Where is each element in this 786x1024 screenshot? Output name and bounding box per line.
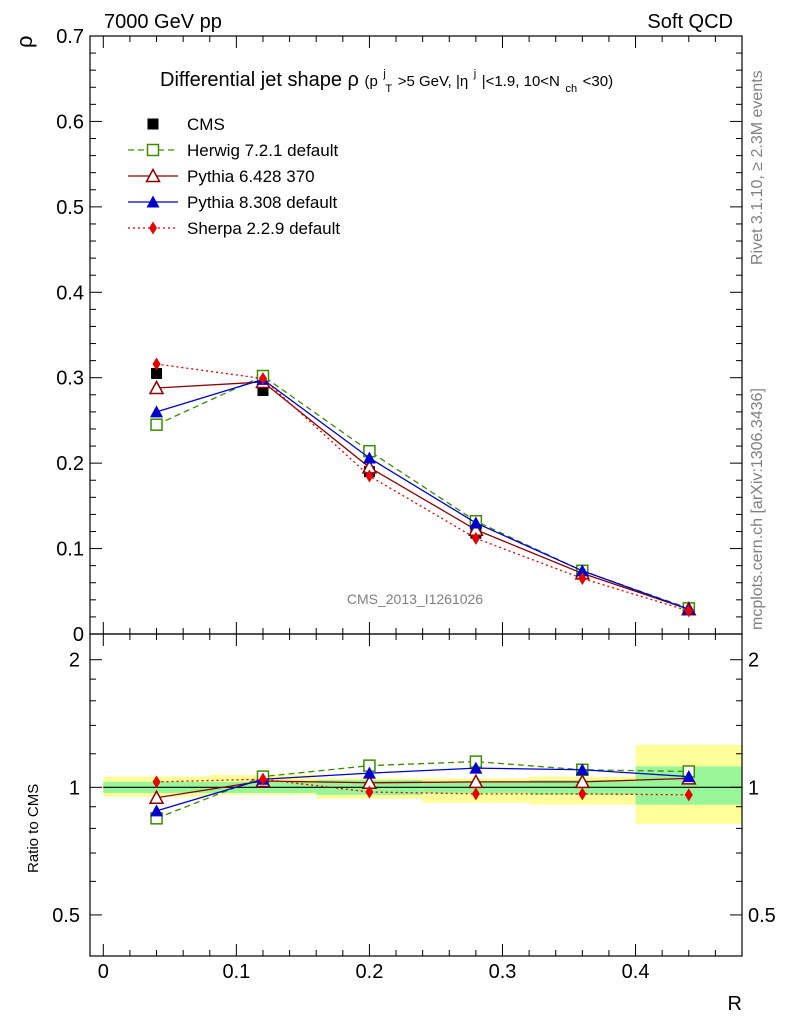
chart-title: Differential jet shape ρ (p j T >5 GeV, … [160,60,613,97]
ratio-series-point-2-2 [362,766,376,779]
top-series-point-3-2 [362,451,376,464]
ratio-series-point-2-3 [469,761,483,774]
top-series-point-4-2 [365,469,374,483]
top-series-point-0-1 [257,385,269,397]
top-ytick-label: 0.7 [56,26,84,48]
top-series-point-3-4 [575,564,589,577]
ratio-xtick-label: 0.3 [489,961,517,983]
ratio-xtick-label: 0 [98,961,109,983]
ratio-xtick-label: 0.2 [356,961,384,983]
top-series-point-4-0 [152,357,161,371]
top-series-line-2 [156,381,689,610]
legend-marker-2 [145,167,161,183]
ratio-series-point-2-0 [150,804,164,817]
y-axis-label-ratio: Ratio to CMS [25,784,42,873]
top-series-point-4-4 [578,571,587,585]
ratio-series-point-3-1 [258,772,267,786]
legend-marker-1 [146,143,160,157]
ratio-series-point-2-5 [682,770,696,783]
title-close: <30) [583,73,613,90]
header-right: Soft QCD [647,11,733,33]
top-series-line-3 [156,378,689,610]
ratio-series-line-3 [156,778,689,796]
top-ytick-label: 0.4 [56,282,84,304]
title-sup-j: j [382,68,385,80]
legend-label-2: Pythia 6.428 370 [187,167,315,186]
ratio-series [148,755,697,825]
top-series-point-4-1 [258,372,267,386]
ratio-ytick-label-right: 1 [748,777,759,799]
axis-ticks: 0 0.1 0.2 0.3 0.4 0.5 0.6 0.7 0 0.1 0.2 0.3 0.4 0.5 0.… [52,26,776,983]
top-series-line-4 [156,363,689,612]
rivet-annotation: Rivet 3.1.10, ≥ 2.3M events [749,70,766,265]
title-open: (p [364,73,377,90]
legend-label-3: Pythia 8.308 default [187,193,338,212]
title-eta-cut: |<1.9, 10<N [482,73,560,90]
ratio-ytick-label: 1 [69,777,80,799]
ratio-series-point-3-0 [152,775,161,789]
top-series-point-3-0 [150,405,164,418]
title-main: Differential jet shape [160,69,342,91]
title-pt-cut: >5 GeV, |η [398,73,468,90]
ratio-series-point-3-2 [365,785,374,799]
top-series-point-2-0 [148,379,165,395]
legend-label-1: Herwig 7.2.1 default [187,141,338,160]
legend-marker-4 [149,221,157,235]
ratio-ytick-label-right: 2 [748,650,759,672]
panel-frames [89,35,743,957]
legend-marker-3 [146,195,160,208]
legend: CMS Herwig 7.2.1 default Pythia 6.428 370 P… [128,115,340,238]
title-sub-ch: ch [565,83,577,95]
top-ytick-label: 0.5 [56,197,84,219]
ratio-uncertainty-bands [103,744,742,824]
x-axis-label: R [728,993,742,1015]
title-sub-T: T [385,83,392,95]
ratio-series-point-3-3 [471,787,480,801]
top-ytick-label: 0.1 [56,539,84,561]
top-series-point-0-0 [151,367,163,379]
top-ytick-label: 0.6 [56,111,84,133]
y-axis-label-top: ρ [12,35,37,48]
ratio-series-line-1 [156,777,689,799]
top-series-line-1 [156,375,689,609]
top-series-point-3-3 [469,516,483,529]
ratio-xtick-label: 0.4 [622,961,650,983]
top-series-point-4-3 [471,531,480,545]
ratio-xtick-label: 0.1 [222,961,250,983]
top-ytick-label: 0.3 [56,368,84,390]
ratio-series-point-1-0 [148,789,165,804]
top-series-point-1-0 [150,418,163,431]
legend-label-4: Sherpa 2.2.9 default [187,219,340,238]
ratio-series-point-3-5 [684,788,693,802]
ratio-ytick-label: 2 [69,650,80,672]
top-series-point-4-5 [684,604,693,618]
analysis-watermark: CMS_2013_I1261026 [347,591,483,607]
ratio-series-line-2 [156,767,689,812]
title-rho: ρ [348,69,359,91]
legend-marker-0 [147,118,159,130]
ratio-series-point-3-4 [578,787,587,801]
title-sup-j2: j [473,68,476,80]
ratio-panel-frame [89,633,743,957]
ratio-ytick-label-right: 0.5 [748,905,776,927]
header-left: 7000 GeV pp [104,11,222,33]
top-ytick-label: 0 [73,624,84,646]
ratio-ytick-label: 0.5 [52,905,80,927]
top-ytick-label: 0.2 [56,453,84,475]
legend-label-0: CMS [187,115,225,134]
ratio-series-point-2-4 [575,763,589,776]
top-series [148,357,697,618]
mcplots-annotation: mcplots.cern.ch [arXiv:1306.3436] [749,388,766,630]
